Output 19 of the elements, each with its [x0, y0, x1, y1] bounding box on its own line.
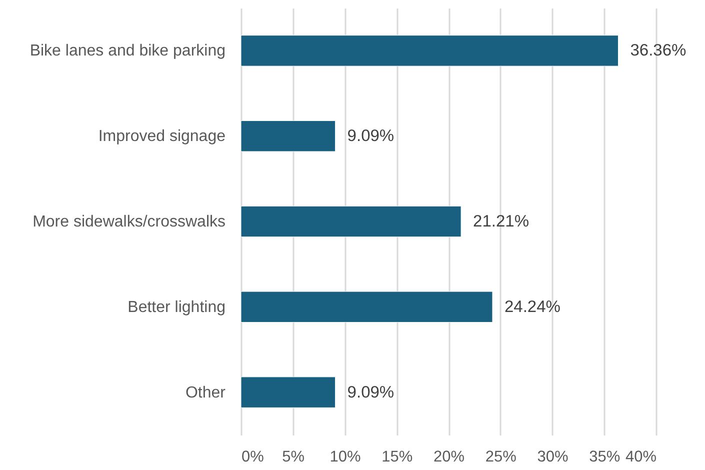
- y-tick-label: Better lighting: [128, 298, 226, 316]
- x-tick-label: 15%: [382, 448, 413, 466]
- x-tick-label: 10%: [330, 448, 361, 466]
- x-tick-label: 40%: [625, 448, 657, 466]
- data-label: 9.09%: [347, 383, 394, 402]
- x-tick-label: 20%: [433, 448, 465, 466]
- y-tick-label: Bike lanes and bike parking: [30, 42, 226, 60]
- x-tick-label: 30%: [537, 448, 568, 466]
- y-tick-label: Improved signage: [98, 128, 226, 146]
- data-label: 9.09%: [347, 127, 394, 146]
- data-label: 24.24%: [504, 298, 561, 316]
- x-tick-label: 35%: [589, 448, 620, 466]
- data-label: 21.21%: [473, 212, 530, 230]
- data-label: 36.36%: [630, 42, 687, 60]
- y-tick-label: More sidewalks/crosswalks: [32, 214, 226, 230]
- x-tick-label: 0%: [242, 448, 264, 466]
- y-tick-label: Other: [185, 384, 226, 402]
- x-tick-label: 25%: [485, 448, 517, 466]
- x-tick-label: 5%: [282, 448, 305, 466]
